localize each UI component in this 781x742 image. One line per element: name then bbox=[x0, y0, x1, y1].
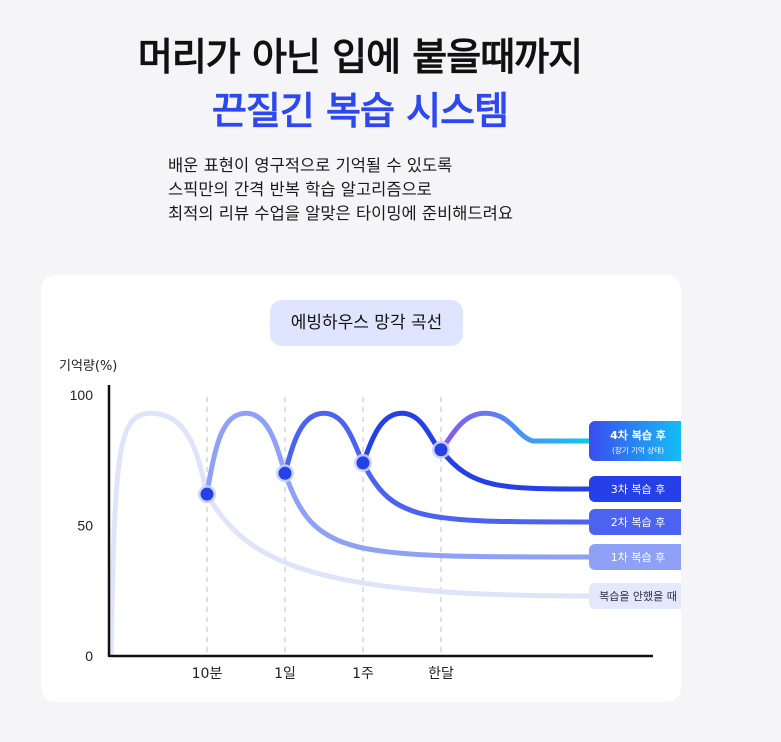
series-line-4 bbox=[438, 410, 592, 453]
chart-title: 에빙하우스 망각 곡선 bbox=[270, 300, 463, 346]
legend-item-0: 복습을 안했을 때 bbox=[589, 583, 681, 609]
headline-line-1: 머리가 아닌 입에 붙을때까지 bbox=[137, 35, 583, 79]
x-tick-label: 1일 bbox=[274, 666, 296, 682]
x-tick-label: 10분 bbox=[192, 666, 223, 682]
legend-label: 3차 복습 후 bbox=[611, 483, 665, 496]
y-tick-label: 100 bbox=[70, 387, 94, 403]
legend-label: 2차 복습 후 bbox=[611, 516, 665, 529]
headline-line-2: 끈질긴 복습 시스템 bbox=[211, 89, 509, 133]
review-point-1 bbox=[200, 487, 214, 501]
forgetting-curve-chart: 100 50 0 10분 1일 1주 한달 복습을 안했을 때 1차 복습 후 2차 복습 후 3차… bbox=[70, 385, 681, 682]
legend-pill bbox=[589, 421, 681, 461]
description-line: 배운 표현이 영구적으로 기억될 수 있도록 bbox=[168, 156, 453, 175]
x-tick-label: 1주 bbox=[352, 666, 374, 682]
series-line-1 bbox=[204, 410, 592, 560]
x-tick-label: 한달 bbox=[428, 666, 454, 682]
legend-pill bbox=[589, 544, 681, 570]
legend-pill bbox=[589, 583, 681, 609]
description-line: 최적의 리뷰 수업을 알맞은 타이밍에 준비해드려요 bbox=[168, 204, 514, 223]
legend-label: 1차 복습 후 bbox=[611, 551, 665, 564]
review-point-4 bbox=[434, 443, 448, 457]
legend-item-4: 4차 복습 후 (장기 기억 상태) bbox=[589, 421, 681, 461]
y-axis-label: 기억량(%) bbox=[59, 359, 118, 374]
series-line-2 bbox=[282, 410, 592, 525]
legend-item-2: 2차 복습 후 bbox=[589, 509, 681, 535]
legend-item-1: 1차 복습 후 bbox=[589, 544, 681, 570]
chart-card: 에빙하우스 망각 곡선 기억량(%) 100 50 0 10분 1일 1주 한달 복습을 안했… bbox=[41, 275, 681, 702]
review-point-2 bbox=[278, 466, 292, 480]
legend-sublabel: (장기 기억 상태) bbox=[612, 445, 664, 455]
y-tick-label: 0 bbox=[85, 648, 93, 664]
series-line-3 bbox=[360, 410, 592, 492]
series-line-0 bbox=[108, 410, 592, 657]
legend-label: 4차 복습 후 bbox=[610, 428, 666, 442]
review-point-3 bbox=[356, 456, 370, 470]
y-tick-label: 50 bbox=[77, 518, 93, 534]
legend-pill bbox=[589, 509, 681, 535]
legend-item-3: 3차 복습 후 bbox=[589, 476, 681, 502]
legend-pill bbox=[589, 476, 681, 502]
description-line: 스픽만의 간격 반복 학습 알고리즘으로 bbox=[168, 180, 432, 199]
legend-label: 복습을 안했을 때 bbox=[599, 590, 677, 603]
description: 배운 표현이 영구적으로 기억될 수 있도록 스픽만의 간격 반복 학습 알고리… bbox=[168, 154, 513, 226]
